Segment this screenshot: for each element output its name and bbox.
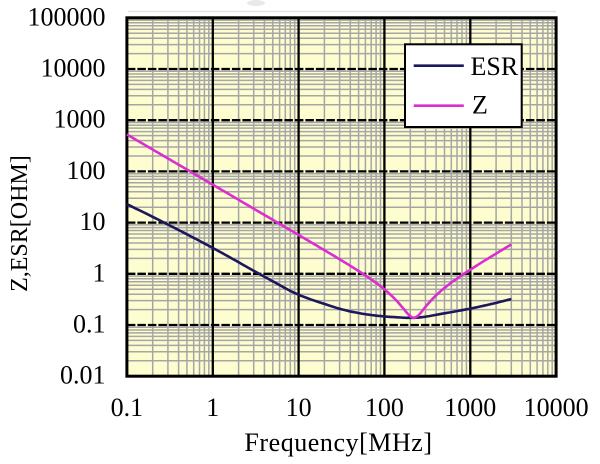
- svg-text:1: 1: [206, 393, 219, 422]
- svg-text:100: 100: [365, 393, 404, 422]
- svg-text:0.01: 0.01: [60, 361, 106, 390]
- svg-text:1: 1: [93, 258, 106, 287]
- svg-text:ESR: ESR: [471, 52, 519, 81]
- svg-text:10: 10: [80, 207, 106, 236]
- svg-text:Z: Z: [472, 91, 488, 120]
- svg-text:Frequency[MHz]: Frequency[MHz]: [244, 428, 432, 457]
- svg-text:10000: 10000: [524, 393, 589, 422]
- svg-text:1000: 1000: [54, 105, 106, 134]
- svg-text:10000: 10000: [41, 54, 106, 83]
- svg-text:0.1: 0.1: [73, 310, 106, 339]
- svg-text:1000: 1000: [444, 393, 496, 422]
- svg-text:10: 10: [286, 393, 312, 422]
- svg-text:100: 100: [67, 156, 106, 185]
- svg-text:0.1: 0.1: [111, 393, 144, 422]
- svg-text:Z,ESR[OHM]: Z,ESR[OHM]: [7, 155, 33, 292]
- svg-text:100000: 100000: [28, 2, 106, 31]
